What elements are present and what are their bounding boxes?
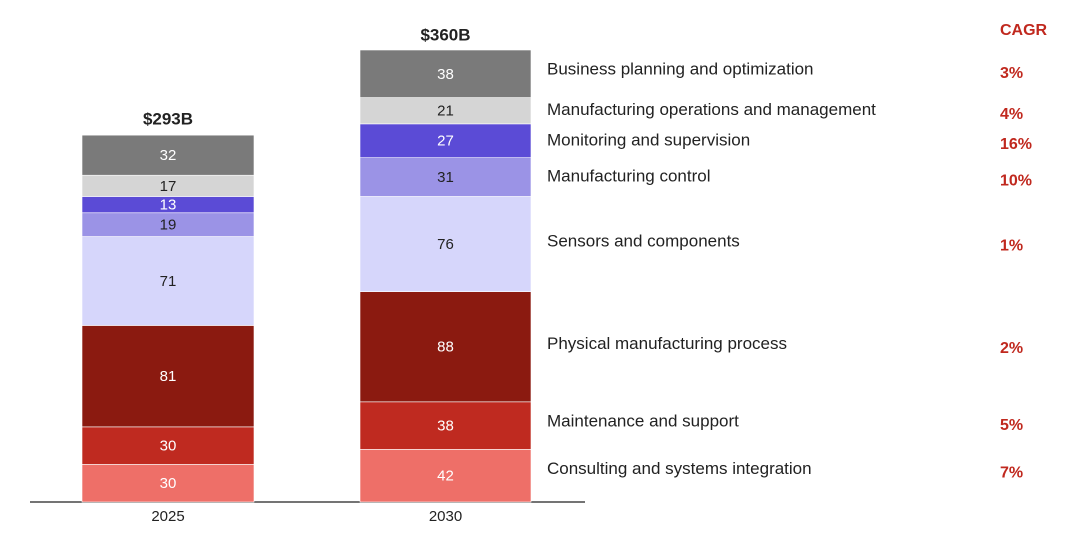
value-label: 31 bbox=[437, 169, 454, 186]
cagr-label: 5% bbox=[1000, 417, 1023, 434]
value-label: 27 bbox=[437, 133, 454, 150]
value-label: 88 bbox=[437, 339, 454, 356]
legend-label: Manufacturing operations and management bbox=[547, 100, 876, 119]
cagr-title: CAGR bbox=[1000, 22, 1048, 39]
legend-label: Physical manufacturing process bbox=[547, 334, 787, 353]
value-label: 81 bbox=[160, 368, 177, 385]
value-label: 17 bbox=[160, 178, 177, 195]
value-label: 38 bbox=[437, 66, 454, 83]
bar-segment bbox=[81, 426, 255, 465]
cagr-label: 10% bbox=[1000, 172, 1032, 189]
legend-label: Manufacturing control bbox=[547, 167, 710, 186]
cagr-label: 2% bbox=[1000, 340, 1023, 357]
legend-label: Business planning and optimization bbox=[547, 59, 814, 78]
value-label: 19 bbox=[160, 217, 177, 234]
bar-segment bbox=[359, 97, 532, 125]
value-label: 71 bbox=[160, 273, 177, 290]
x-tick-label: 2025 bbox=[151, 508, 184, 525]
bar-segment bbox=[81, 325, 255, 428]
bar-segment bbox=[359, 157, 532, 197]
x-tick-label: 2030 bbox=[429, 508, 462, 525]
value-label: 21 bbox=[437, 103, 454, 120]
bar-segment bbox=[359, 49, 532, 98]
cagr-label: 16% bbox=[1000, 136, 1032, 153]
bar-segment bbox=[81, 464, 255, 503]
legend-label: Monitoring and supervision bbox=[547, 130, 750, 149]
cagr-label: 4% bbox=[1000, 106, 1023, 123]
total-label: $293B bbox=[143, 110, 193, 129]
cagr-label: 1% bbox=[1000, 237, 1023, 254]
bar-segment bbox=[359, 401, 532, 450]
total-label: $360B bbox=[420, 26, 470, 45]
cagr-label: 3% bbox=[1000, 65, 1023, 82]
value-label: 13 bbox=[160, 197, 177, 214]
bar-segment bbox=[359, 449, 532, 503]
value-label: 30 bbox=[160, 438, 177, 455]
value-label: 76 bbox=[437, 236, 454, 253]
value-label: 30 bbox=[160, 475, 177, 492]
legend-label: Sensors and components bbox=[547, 232, 740, 251]
bar-segment bbox=[359, 123, 532, 158]
bar-segment bbox=[81, 236, 255, 326]
bar-segment bbox=[359, 196, 532, 292]
legend-label: Maintenance and support bbox=[547, 411, 739, 430]
value-label: 42 bbox=[437, 468, 454, 485]
legend-label: Consulting and systems integration bbox=[547, 459, 812, 478]
value-label: 38 bbox=[437, 418, 454, 435]
value-label: 32 bbox=[160, 147, 177, 164]
cagr-label: 7% bbox=[1000, 465, 1023, 482]
bar-segment bbox=[81, 134, 255, 176]
bar-segment bbox=[359, 291, 532, 403]
